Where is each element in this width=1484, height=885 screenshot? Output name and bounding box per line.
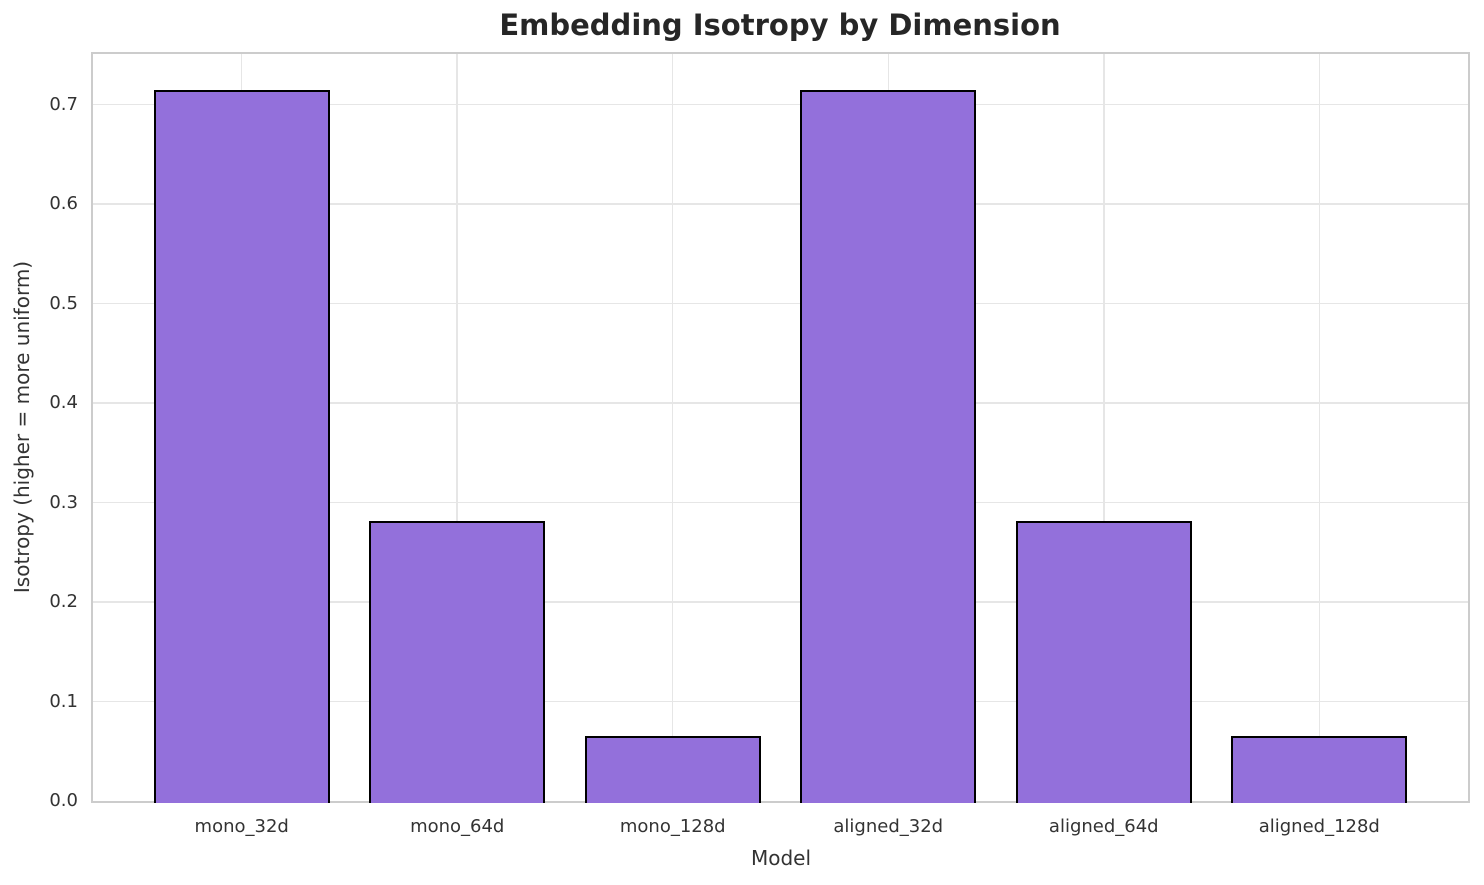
h-gridline	[93, 501, 1468, 504]
v-gridline	[1103, 54, 1105, 801]
y-tick-label: 0.2	[49, 591, 78, 613]
v-gridline	[1318, 54, 1321, 801]
y-tick-label: 0.3	[49, 491, 78, 513]
y-tick-label: 0.1	[49, 690, 78, 712]
y-tick-label: 0.4	[49, 392, 78, 414]
x-tick-label: aligned_128d	[1258, 816, 1380, 837]
y-tick-label: 0.0	[49, 790, 78, 811]
plot-area-border	[91, 52, 1470, 803]
x-tick-label: mono_64d	[410, 816, 505, 837]
bar	[153, 89, 330, 803]
h-gridline	[93, 700, 1468, 703]
x-tick-label: aligned_32d	[833, 816, 944, 837]
v-gridline	[671, 54, 674, 801]
h-gridline	[93, 402, 1468, 404]
bar	[1015, 521, 1192, 803]
h-gridline	[93, 203, 1468, 205]
bar	[584, 736, 761, 803]
y-tick-label: 0.7	[49, 93, 78, 115]
v-gridline	[456, 54, 458, 801]
chart-title: Embedding Isotropy by Dimension	[499, 8, 1061, 42]
y-tick-label: 0.5	[49, 292, 78, 314]
h-gridline	[93, 103, 1468, 106]
x-axis-label: Model	[750, 846, 812, 870]
bar	[800, 89, 977, 803]
x-tick-label: mono_128d	[619, 816, 726, 837]
x-tick-label: mono_32d	[194, 816, 289, 837]
h-gridline	[93, 302, 1468, 305]
bar	[369, 521, 546, 803]
x-tick-label: aligned_64d	[1048, 816, 1159, 837]
bar	[1231, 736, 1408, 803]
y-tick-label: 0.6	[49, 193, 78, 215]
h-gridline	[93, 601, 1468, 603]
